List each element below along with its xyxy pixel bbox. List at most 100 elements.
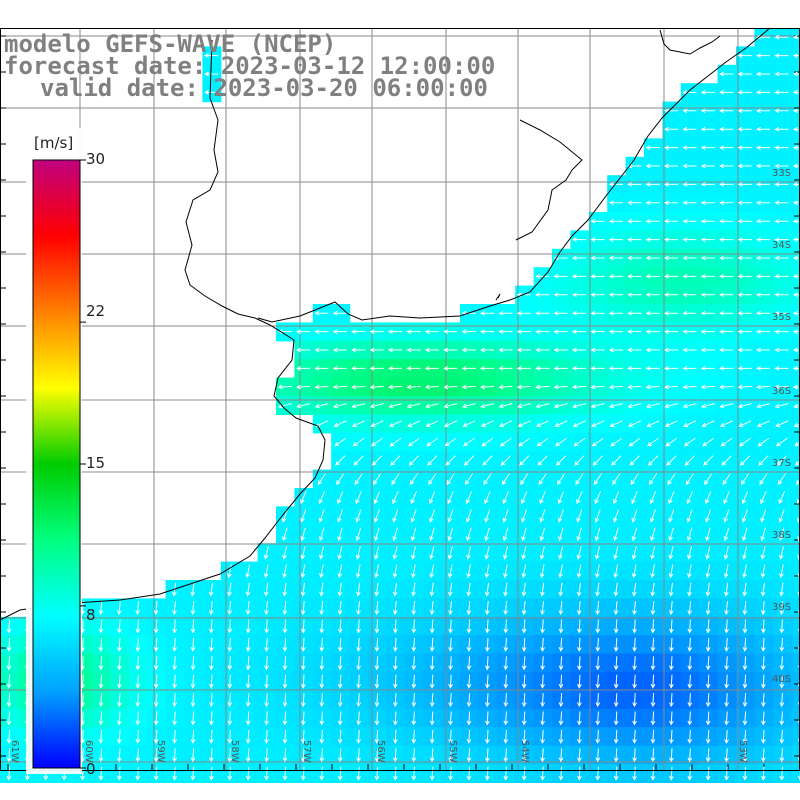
wind-arrow xyxy=(425,403,439,409)
wind-arrow xyxy=(700,237,715,242)
wind-arrow xyxy=(719,218,734,224)
wind-arrow xyxy=(516,366,531,371)
wind-arrow xyxy=(572,403,587,409)
wind-arrow xyxy=(590,347,605,353)
wind-arrow xyxy=(719,384,734,390)
wind-arrow xyxy=(411,601,417,616)
wind-arrow xyxy=(428,473,437,486)
wind-arrow xyxy=(577,711,582,726)
wind-arrow xyxy=(645,366,660,371)
wind-arrow xyxy=(737,274,752,279)
wind-arrow xyxy=(521,766,527,781)
wind-arrow xyxy=(516,384,531,390)
wind-arrow xyxy=(356,637,361,652)
wind-arrow xyxy=(650,582,656,597)
wind-arrow xyxy=(429,582,435,597)
wind-arrow xyxy=(719,108,734,114)
wind-arrow xyxy=(669,766,674,781)
wind-arrow xyxy=(760,491,767,505)
wind-arrow xyxy=(518,437,530,447)
wind-arrow xyxy=(521,619,527,634)
wind-arrow xyxy=(797,515,800,523)
wind-arrow xyxy=(264,748,269,763)
wind-arrow xyxy=(282,766,288,781)
wind-arrow xyxy=(388,347,403,353)
wind-arrow xyxy=(466,545,472,560)
wind-arrow xyxy=(535,329,550,334)
wind-arrow xyxy=(572,329,587,334)
wind-arrow xyxy=(739,437,751,447)
wind-arrow xyxy=(645,182,660,187)
wind-arrow xyxy=(300,509,307,523)
wind-arrow xyxy=(296,329,311,334)
wind-arrow xyxy=(520,491,528,505)
wind-arrow xyxy=(719,403,734,409)
wind-arrow xyxy=(296,347,311,353)
wind-speed-cell xyxy=(791,708,800,728)
wind-arrow xyxy=(461,347,476,353)
wind-arrow xyxy=(484,582,490,597)
wind-arrow xyxy=(700,218,715,224)
wind-arrow xyxy=(483,473,492,486)
wind-arrow xyxy=(411,729,417,744)
wind-arrow xyxy=(190,674,196,689)
wind-arrow xyxy=(775,437,788,447)
wind-arrow xyxy=(595,564,600,579)
wind-arrow xyxy=(572,420,586,428)
wind-arrow xyxy=(245,601,251,616)
wind-arrow xyxy=(539,545,545,560)
wind-arrow xyxy=(577,637,582,652)
wind-arrow xyxy=(774,384,789,390)
wind-arrow xyxy=(723,527,730,542)
wind-arrow xyxy=(337,766,343,781)
wind-arrow xyxy=(245,564,251,579)
wind-arrow xyxy=(774,274,789,279)
wind-arrow xyxy=(411,656,417,671)
wind-arrow xyxy=(590,310,605,316)
wind-arrow xyxy=(650,674,656,689)
wind-arrow xyxy=(627,310,642,316)
wind-arrow xyxy=(664,255,679,261)
wind-arrow xyxy=(301,729,306,744)
wind-arrow xyxy=(703,455,714,466)
wind-arrow xyxy=(792,108,800,114)
wind-arrow xyxy=(591,420,605,428)
wind-arrow xyxy=(792,71,800,77)
wind-arrow xyxy=(98,601,104,616)
wind-arrow xyxy=(369,347,384,353)
wind-arrow xyxy=(627,237,642,242)
wind-arrow xyxy=(719,145,734,150)
wind-arrow xyxy=(650,564,655,579)
wind-arrow xyxy=(682,200,697,206)
wind-arrow xyxy=(761,766,766,781)
wind-arrow xyxy=(645,145,660,150)
wind-arrow xyxy=(484,545,490,560)
wind-arrow xyxy=(388,384,403,390)
wind-arrow xyxy=(590,329,605,334)
wind-arrow xyxy=(737,366,752,371)
wind-arrow xyxy=(6,693,12,708)
wind-arrow xyxy=(153,766,159,781)
wind-arrow xyxy=(466,748,472,763)
wind-arrow xyxy=(576,491,583,505)
wind-arrow xyxy=(704,473,713,486)
wind-arrow xyxy=(393,637,398,652)
wind-arrow xyxy=(576,601,582,616)
wind-arrow xyxy=(282,693,288,708)
wind-arrow xyxy=(779,582,784,597)
wind-speed-cell xyxy=(791,745,800,765)
wind-arrow xyxy=(557,509,564,523)
wind-arrow xyxy=(209,729,214,744)
wind-arrow xyxy=(389,437,402,447)
wind-arrow xyxy=(553,403,568,409)
wind-arrow xyxy=(374,564,379,579)
wind-arrow xyxy=(756,53,771,58)
wind-arrow xyxy=(595,582,600,597)
wind-arrow xyxy=(319,564,324,579)
wind-arrow xyxy=(760,509,767,523)
wind-arrow xyxy=(351,347,366,353)
wind-arrow xyxy=(300,491,307,505)
wind-arrow xyxy=(774,292,789,298)
wind-arrow xyxy=(98,766,104,781)
wind-arrow xyxy=(484,564,490,579)
